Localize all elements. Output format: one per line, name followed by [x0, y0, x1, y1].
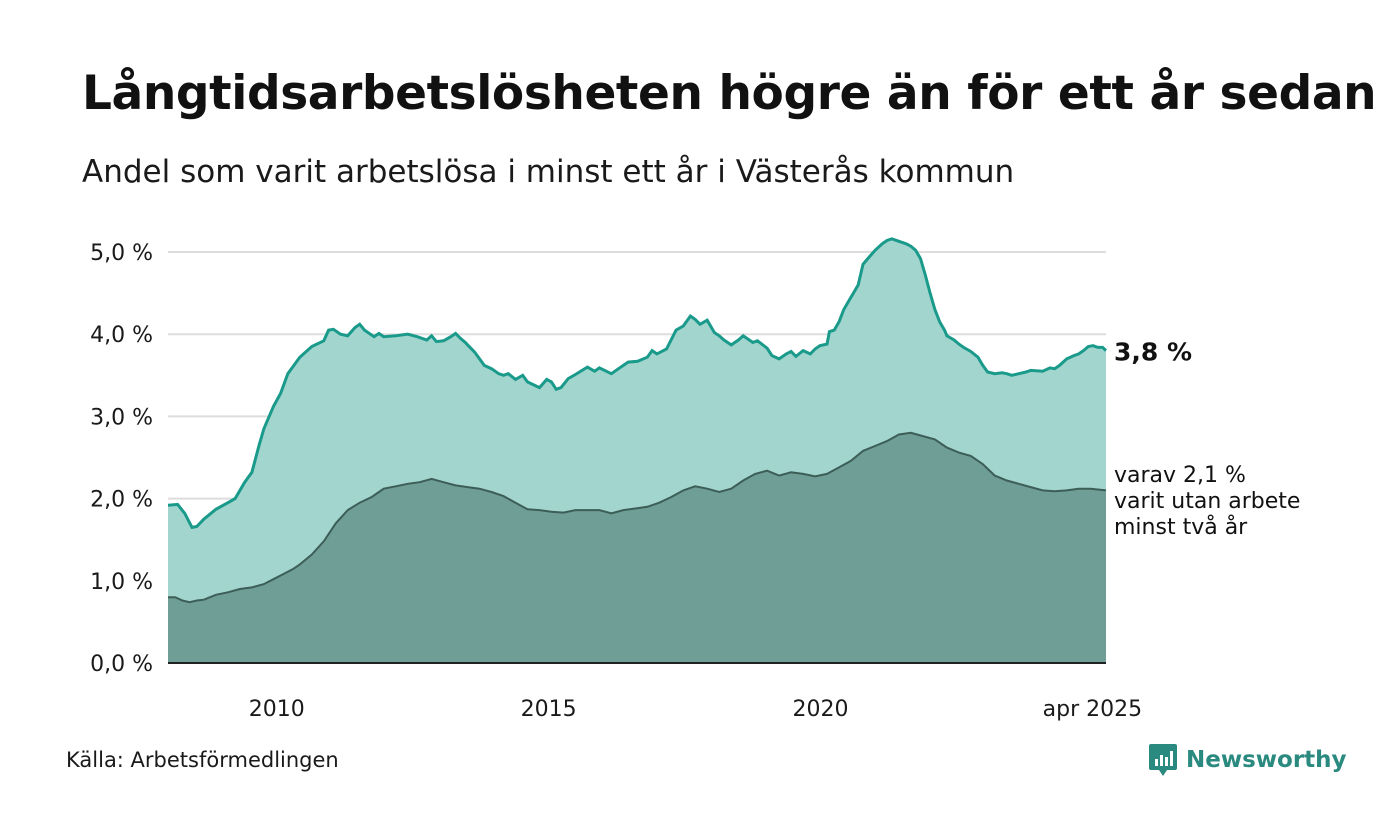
end-label-minst-tva-ar-line: minst två år	[1114, 514, 1248, 540]
brand-logo: Newsworthy	[1148, 743, 1347, 777]
brand-name: Newsworthy	[1186, 747, 1347, 773]
y-tick-label: 5,0 %	[90, 241, 153, 266]
newsworthy-icon	[1149, 744, 1177, 776]
series-line-minst-tva-ar	[168, 431, 1107, 604]
chart-subtitle: Andel som varit arbetslösa i minst ett å…	[82, 154, 1015, 190]
x-tick-label: apr 2025	[1043, 697, 1142, 722]
series-line-min-ett-ar	[167, 237, 1108, 530]
y-tick-label: 3,0 %	[90, 405, 153, 430]
end-label-minst-tva-ar-line: varav 2,1 %	[1114, 463, 1246, 488]
x-tick-label: 2020	[793, 697, 849, 722]
series-area-minst-tva-ar	[168, 432, 1106, 663]
y-tick-label: 4,0 %	[90, 323, 153, 348]
chart-title: Långtidsarbetslösheten högre än för ett …	[82, 66, 1377, 121]
y-tick-label: 2,0 %	[90, 488, 153, 513]
source-note: Källa: Arbetsförmedlingen	[66, 748, 339, 772]
y-tick-label: 0,0 %	[90, 652, 153, 677]
end-label-minst-tva-ar-line: varit utan arbete	[1114, 489, 1300, 514]
x-tick-label: 2015	[521, 697, 577, 722]
x-tick-label: 2010	[249, 697, 305, 722]
axis-layer: 0,0 % 1,0 % 2,0 % 3,0 % 4,0 % 5,0 % 2010 2015 20…	[90, 241, 1142, 722]
end-label-min-ett-ar: 3,8 %	[1114, 338, 1192, 367]
area-layer	[167, 237, 1108, 664]
y-tick-label: 1,0 %	[90, 570, 153, 595]
